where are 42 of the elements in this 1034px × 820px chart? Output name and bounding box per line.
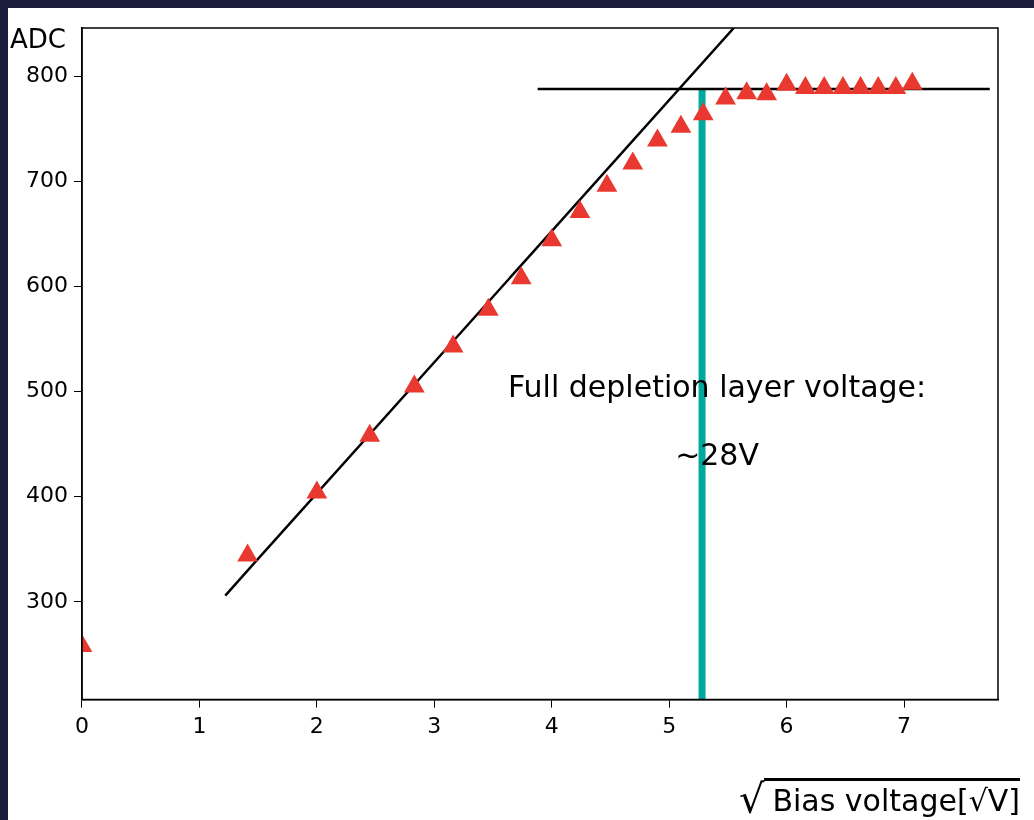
- y-tick-label: 700: [25, 167, 68, 193]
- point: [867, 75, 889, 94]
- x-tick-label: 7: [897, 712, 912, 738]
- point: [832, 75, 854, 94]
- x-tick-label: 5: [662, 712, 677, 738]
- point: [850, 75, 871, 94]
- y-tick-label: 500: [25, 377, 68, 403]
- x-tick-label: 1: [192, 712, 207, 738]
- x-tick-label: 4: [544, 712, 559, 738]
- point: [647, 128, 668, 147]
- y-axis-title: ADC: [10, 24, 66, 54]
- point: [541, 228, 563, 247]
- point: [901, 71, 923, 90]
- y-tick-label: 400: [25, 482, 68, 508]
- point: [596, 173, 618, 192]
- x-tick-label: 0: [74, 712, 89, 738]
- y-tick-label: 300: [25, 587, 68, 613]
- text: Bias voltage[√V]: [772, 783, 1020, 818]
- point: [736, 81, 758, 100]
- point: [813, 75, 835, 94]
- y-tick-label: 600: [25, 272, 68, 298]
- x-tick-label: 3: [427, 712, 442, 738]
- point: [885, 75, 907, 94]
- point: [715, 86, 736, 105]
- x-tick-label: 6: [779, 712, 794, 738]
- point: [237, 543, 258, 562]
- point: [442, 334, 464, 353]
- point: [510, 266, 532, 285]
- radical-sign: √: [738, 779, 765, 819]
- point: [692, 102, 714, 121]
- point: [756, 82, 778, 101]
- point: [670, 114, 692, 133]
- point: [795, 75, 816, 94]
- point: [776, 72, 798, 91]
- x-tick-label: 2: [309, 712, 324, 738]
- point: [477, 297, 499, 316]
- point: [569, 199, 591, 218]
- y-tick-label: 800: [25, 62, 68, 88]
- point: [359, 423, 381, 442]
- point: [622, 151, 644, 170]
- point: [403, 374, 425, 393]
- point: [306, 480, 328, 499]
